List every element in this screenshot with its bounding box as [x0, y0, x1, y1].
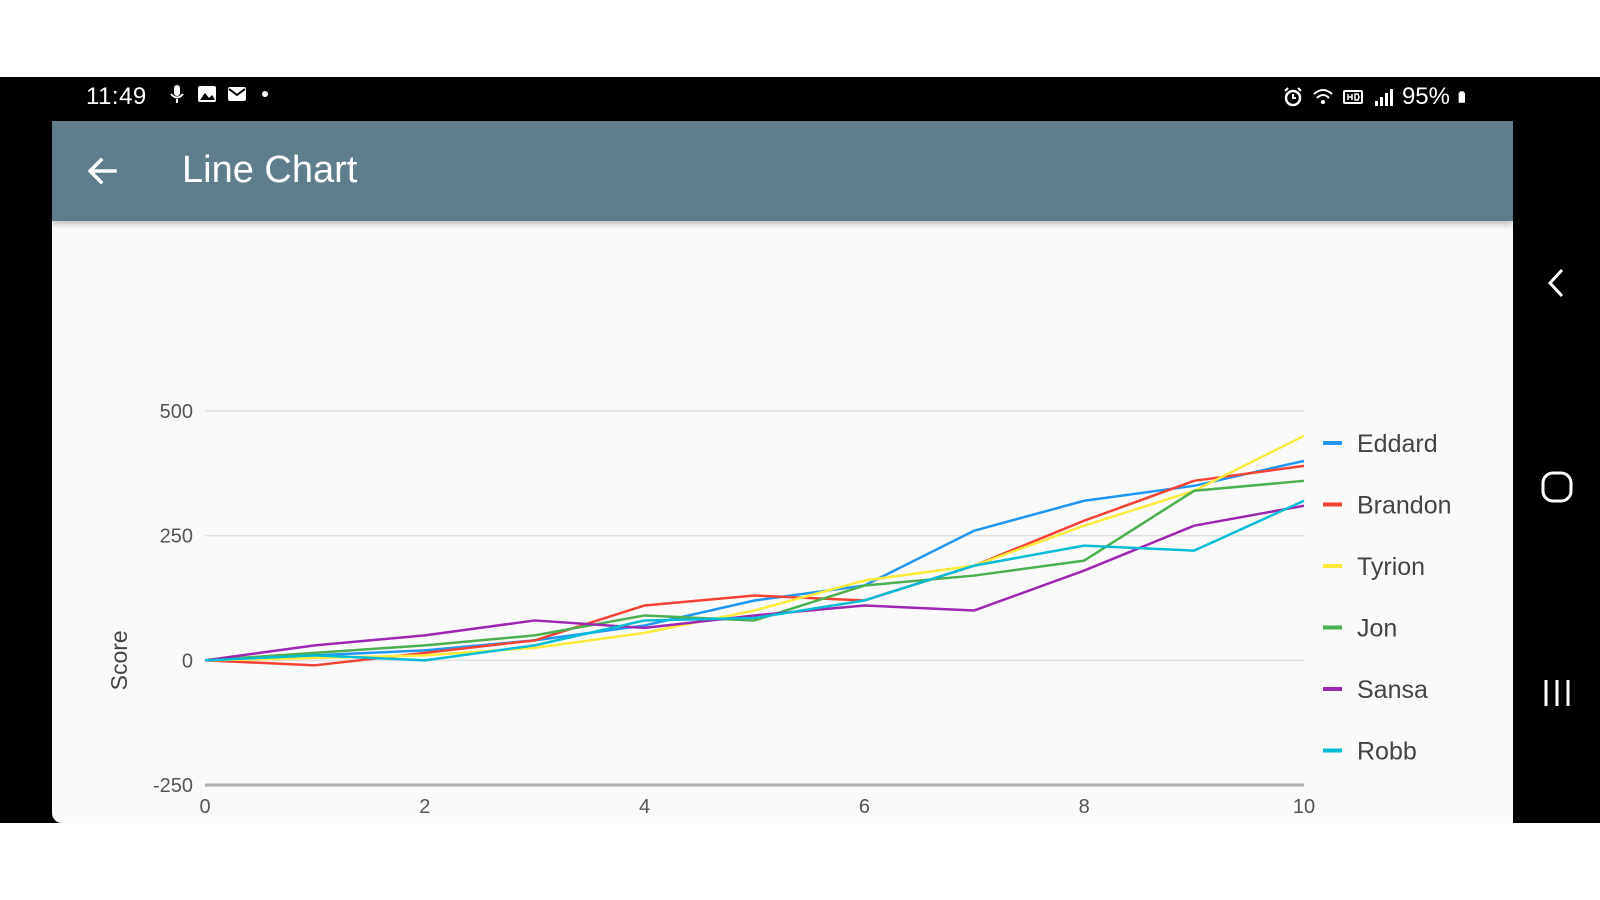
back-button[interactable] [82, 151, 122, 191]
x-tick-label: 0 [199, 796, 210, 818]
status-bar: 11:49 95% [0, 77, 1600, 121]
system-nav-bar [1513, 121, 1600, 823]
y-tick-label: -250 [153, 775, 193, 797]
back-chevron-icon [1547, 268, 1564, 298]
hd-voice-icon [1342, 90, 1363, 104]
legend-label: Tyrion [1357, 553, 1425, 581]
more-notifications-dot [262, 91, 268, 97]
nav-back-button[interactable] [1535, 261, 1579, 305]
home-icon [1541, 471, 1573, 503]
recents-icon [1544, 680, 1570, 706]
legend-label: Robb [1357, 738, 1417, 766]
y-axis-label: Score [106, 630, 132, 690]
series-line-eddard [204, 459, 1305, 662]
legend-label: Eddard [1357, 430, 1438, 458]
page-title: Line Chart [182, 149, 358, 191]
series-line-tyrion [204, 434, 1305, 662]
battery-percent: 95% [1401, 83, 1450, 110]
microphone-icon [170, 85, 184, 103]
legend-label: Jon [1357, 615, 1397, 643]
line-chart: -25002505000246810RoundScoreEddardBrando… [106, 401, 1452, 818]
y-tick-label: 0 [182, 650, 193, 672]
y-tick-label: 250 [160, 526, 193, 548]
app-window: Line Chart -25002505000246810RoundScoreE… [52, 121, 1513, 823]
series-line-robb [204, 499, 1305, 662]
x-tick-label: 4 [639, 796, 650, 818]
mail-icon [228, 87, 246, 101]
battery-icon [1458, 91, 1465, 103]
x-tick-label: 2 [419, 796, 430, 818]
series-line-sansa [204, 504, 1305, 662]
legend-label: Brandon [1357, 492, 1452, 520]
x-tick-label: 10 [1293, 796, 1315, 818]
image-icon [198, 86, 216, 102]
status-time: 11:49 [86, 83, 147, 110]
series-line-brandon [204, 464, 1305, 667]
status-notification-icons [166, 83, 268, 105]
app-bar: Line Chart [52, 121, 1513, 221]
x-tick-label: 6 [859, 796, 870, 818]
wifi-icon [1313, 89, 1333, 104]
status-system-icons: 95% [1282, 83, 1472, 111]
x-tick-label: 8 [1079, 796, 1090, 818]
arrow-left-icon [87, 157, 117, 185]
alarm-icon [1284, 87, 1302, 107]
series-line-jon [204, 479, 1305, 662]
signal-icon [1374, 89, 1393, 106]
nav-recents-button[interactable] [1535, 671, 1579, 715]
nav-home-button[interactable] [1535, 465, 1579, 509]
phone-screen: 11:49 95% Line Chart -25002505000246810R [0, 77, 1600, 823]
y-tick-label: 500 [160, 401, 193, 423]
legend-label: Sansa [1357, 676, 1428, 704]
